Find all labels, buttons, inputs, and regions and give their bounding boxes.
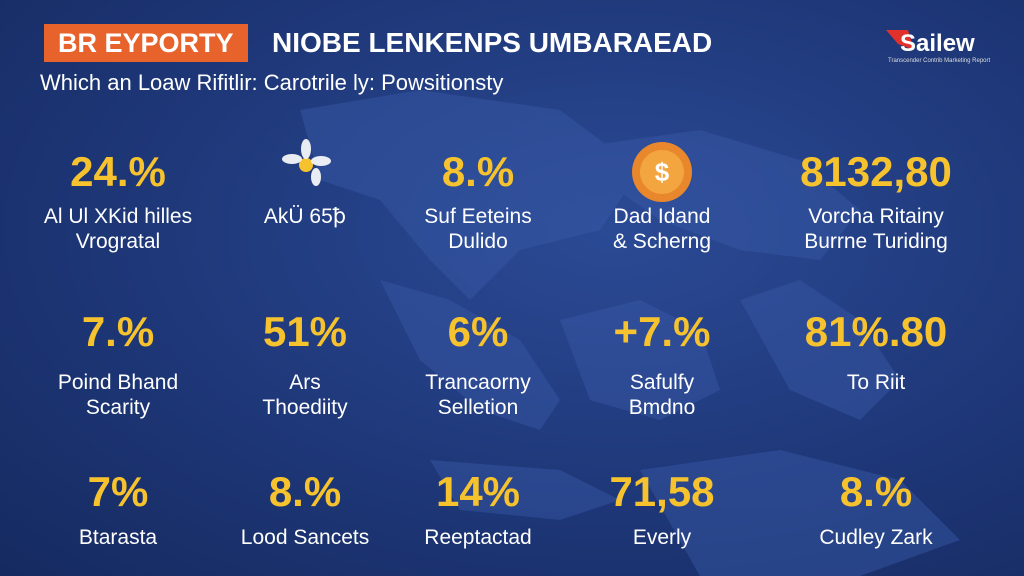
stat-value: 8.% xyxy=(441,148,515,195)
stat-label: Al Ul XKid hilles xyxy=(43,205,193,228)
stat-label: Cudley Zark xyxy=(819,526,933,549)
stat-label: Selletion xyxy=(437,396,519,419)
stat-label: Vorcha Ritainy xyxy=(808,205,944,228)
stat-label: AkÜ 65ꝥ xyxy=(263,205,347,228)
stat-label: Dulido xyxy=(448,230,508,253)
stat-label: Vrogratal xyxy=(75,230,161,253)
svg-text:$: $ xyxy=(655,157,670,187)
stat-label: Lood Sancets xyxy=(240,526,370,549)
stat-label: Reeptactad xyxy=(424,526,532,549)
header-tag: BR EYPORTY xyxy=(44,24,248,62)
stat-label: Scarity xyxy=(85,396,151,419)
stat-label: Poind Bhand xyxy=(57,371,179,394)
stat-label: Burrne Turiding xyxy=(804,230,948,253)
stat-label: & Scherng xyxy=(612,230,712,253)
stat-value: 7% xyxy=(87,468,149,515)
stat-label: Trancaorny xyxy=(425,371,531,394)
stat-value: 51% xyxy=(262,308,348,355)
stat-value: 71,58 xyxy=(609,468,715,515)
stat-label: Bmdno xyxy=(628,396,696,419)
stat-label: To Riit xyxy=(846,371,906,394)
stat-value: 7.% xyxy=(81,308,155,355)
stat-label: Safulfy xyxy=(629,371,695,394)
stat-value: +7.% xyxy=(613,308,711,355)
stat-label: Everly xyxy=(632,526,692,549)
stat-value: 24.% xyxy=(70,148,166,195)
stat-label: Ars xyxy=(289,371,321,394)
stat-value: 14% xyxy=(435,468,521,515)
header-subtitle: Which an Loaw Rifitlir: Carotrile ly: Po… xyxy=(40,70,504,95)
flower-icon xyxy=(282,139,331,186)
logo-tagline: Transcender Contrib Marketing Report xyxy=(888,58,991,64)
header-title: NIOBE LENKENPS UMBARAEAD xyxy=(272,27,713,58)
coin-icon: $ xyxy=(632,142,692,202)
logo: Sailew xyxy=(900,30,975,57)
stat-value: 6% xyxy=(447,308,509,355)
stat-value: 8.% xyxy=(839,468,913,515)
stat-label: Btarasta xyxy=(78,526,158,549)
stat-label: Suf Eeteins xyxy=(424,205,532,228)
stat-label: Thoediity xyxy=(262,396,348,419)
stat-value: 81%.80 xyxy=(804,308,948,355)
stat-value: 8.% xyxy=(268,468,342,515)
stat-value: 8132,80 xyxy=(800,148,952,195)
stat-label: Dad Idand xyxy=(613,205,711,228)
